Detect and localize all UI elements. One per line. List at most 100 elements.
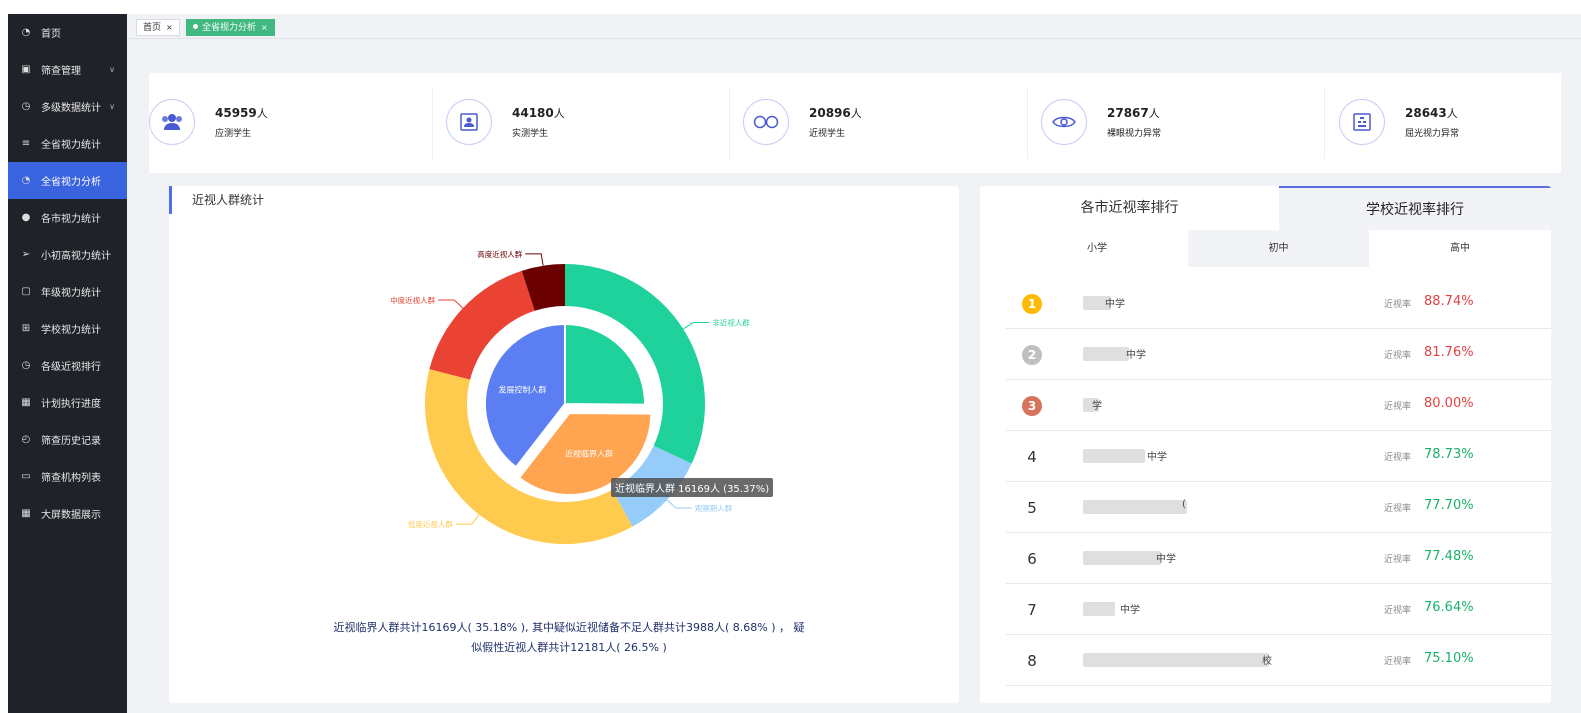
rank-number: 7 (1027, 601, 1037, 619)
rate-label: 近视率 (1384, 402, 1412, 412)
table-row[interactable]: 3 学 近视率 80.00% (1006, 380, 1551, 431)
rank-number: 4 (1027, 448, 1037, 466)
school-name-suffix: 学 (1092, 401, 1102, 412)
outer-slice-label: 高度近视人群 (477, 249, 522, 259)
medal-badge: 1 (1022, 294, 1042, 314)
inner-slice[interactable] (484, 322, 566, 469)
outer-slice[interactable] (429, 270, 535, 380)
redacted-school-name (1083, 551, 1161, 565)
rank-number: 5 (1027, 499, 1037, 517)
rank-number: 6 (1027, 550, 1037, 568)
sidebar-item-label: 全省视力分析 (41, 177, 101, 188)
eye-chart-icon (1339, 99, 1385, 145)
inner-slice[interactable] (564, 322, 646, 406)
close-icon[interactable]: × (166, 23, 173, 32)
outer-slice-label: 中度近视人群 (390, 295, 435, 305)
subtab-high[interactable]: 高中 (1369, 230, 1551, 267)
table-row[interactable]: 6 中学 近视率 77.48% (1006, 533, 1551, 584)
sidebar-item[interactable]: ▭ 筛查机构列表 (8, 458, 127, 495)
glasses-icon (743, 99, 789, 145)
send-icon: ➢ (21, 249, 31, 260)
users-icon (149, 99, 195, 145)
dashboard-icon: ◔ (21, 175, 31, 186)
inner-slice-label: 近视临界人群 (565, 448, 613, 458)
sidebar-item[interactable]: ▣ 筛查管理 ∨ (8, 51, 127, 88)
medal-badge: 3 (1022, 396, 1042, 416)
sidebar-item-label: 筛查历史记录 (41, 436, 101, 447)
table-row[interactable]: 5 (近视率 77.70% (1006, 482, 1551, 533)
bar-chart-icon: ◷ (21, 360, 31, 371)
table-row[interactable]: 1 中学 近视率 88.74% (1006, 278, 1551, 329)
sidebar-item[interactable]: ➢ 小初高视力统计 (8, 236, 127, 273)
medal-badge: 2 (1022, 345, 1042, 365)
close-icon[interactable]: × (261, 23, 268, 32)
sidebar-item[interactable]: ● 各市视力统计 (8, 199, 127, 236)
top-header-bar (0, 0, 1581, 15)
myopia-rate: 80.00% (1424, 396, 1474, 411)
school-name-suffix: 中学 (1156, 554, 1176, 565)
redacted-school-name (1083, 500, 1187, 514)
chevron-down-icon: ∨ (109, 102, 115, 111)
stat-card: 44180人 实测学生 (446, 73, 726, 173)
stat-value: 20896人 (809, 106, 862, 120)
table-row[interactable]: 8 校 近视率 75.10% (1006, 635, 1551, 686)
redacted-school-name (1083, 602, 1115, 616)
sidebar-item[interactable]: ▦ 大屏数据展示 (8, 495, 127, 532)
tab-city-ranking[interactable]: 各市近视率排行 (980, 186, 1279, 230)
sidebar-item[interactable]: ◷ 各级近视排行 (8, 347, 127, 384)
redacted-school-name (1083, 398, 1099, 412)
clipboard-icon: ▣ (21, 64, 31, 75)
stat-label: 裸眼视力异常 (1107, 129, 1162, 139)
active-dot-icon (193, 24, 198, 29)
tab-home[interactable]: 首页 × (136, 19, 180, 36)
subtab-middle[interactable]: 初中 (1188, 230, 1369, 267)
table-row[interactable]: 2 中学 近视率 81.76% (1006, 329, 1551, 380)
outer-slice-label: 低度近视人群 (408, 519, 453, 529)
outer-slice-label: 非近视人群 (712, 318, 750, 328)
label-leader-line (438, 299, 464, 309)
outer-slice[interactable] (521, 264, 565, 311)
sidebar-item[interactable]: ▦ 计划执行进度 (8, 384, 127, 421)
bullet-icon: ● (21, 212, 31, 223)
divider (432, 87, 433, 159)
subtab-primary[interactable]: 小学 (1006, 230, 1188, 267)
sidebar-item[interactable]: ≡ 全省视力统计 (8, 125, 127, 162)
sidebar-item-label: 各市视力统计 (41, 214, 101, 225)
table-row[interactable]: 4 中学 近视率 78.73% (1006, 431, 1551, 482)
outer-slice[interactable] (565, 264, 705, 464)
chart-tooltip: 近视临界人群 16169人 (35.37%) (611, 478, 774, 497)
sidebar-item-label: 各级近视排行 (41, 362, 101, 373)
divider (729, 87, 730, 159)
label-leader-line (455, 514, 480, 525)
stat-value: 44180人 (512, 106, 565, 120)
sidebar-item[interactable]: ◷ 多级数据统计 ∨ (8, 88, 127, 125)
sidebar-item[interactable]: ◔ 首页 (8, 14, 127, 51)
school-name-suffix: 校 (1262, 656, 1272, 667)
clock-icon: ◴ (21, 434, 31, 445)
grid-icon: ⊞ (21, 323, 31, 334)
sidebar-item[interactable]: ◴ 筛查历史记录 (8, 421, 127, 458)
chevron-down-icon: ∨ (109, 65, 115, 74)
summary-line: 近视临界人群共计16169人( 35.18% ), 其中疑似近视储备不足人群共计… (333, 621, 805, 634)
monitor-icon: ▭ (21, 471, 31, 482)
sidebar-item[interactable]: ◔ 全省视力分析 (8, 162, 127, 199)
left-margin (0, 0, 8, 713)
myopia-rate: 81.76% (1424, 345, 1474, 360)
summary-line: 似假性近视人群共计12181人( 26.5% ) (471, 641, 667, 654)
label-leader-line (682, 322, 710, 330)
sidebar-item[interactable]: ▢ 年级视力统计 (8, 273, 127, 310)
inner-slice[interactable] (517, 411, 653, 496)
eye-icon (1041, 99, 1087, 145)
outer-slice[interactable] (425, 369, 633, 544)
ranking-card: 各市近视率排行 学校近视率排行 小学 初中 高中 1 中学 近视率 88.74% 2 中学… (980, 186, 1551, 703)
table-row[interactable]: 7 中学 近视率 76.64% (1006, 584, 1551, 635)
school-name-suffix: ( (1182, 499, 1186, 510)
sidebar-item[interactable]: ⊞ 学校视力统计 (8, 310, 127, 347)
myopia-population-card: 近视人群统计 近视临界人群 发展控制人群 非近视人群 观察期人群 低度近视人群 中度近视人… (169, 186, 959, 703)
redacted-school-name (1083, 347, 1129, 361)
label-leader-line (525, 253, 544, 266)
tab-province-vision-analysis[interactable]: 全省视力分析 × (186, 19, 275, 36)
myopia-rate: 75.10% (1424, 651, 1474, 666)
sidebar: ◔ 首页 ▣ 筛查管理 ∨ ◷ 多级数据统计 ∨ ≡ 全省视力统计 ◔ 全省视力分析 ● 各市视力统计 ➢ 小… (8, 14, 127, 713)
tab-school-ranking[interactable]: 学校近视率排行 (1279, 186, 1551, 232)
